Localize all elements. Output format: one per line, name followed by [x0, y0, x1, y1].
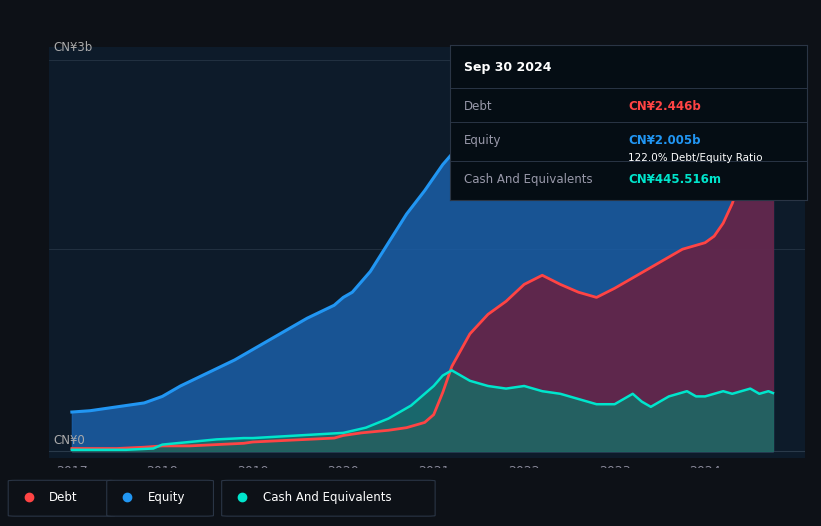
FancyBboxPatch shape	[107, 480, 213, 516]
FancyBboxPatch shape	[222, 480, 435, 516]
Text: CN¥0: CN¥0	[54, 434, 85, 447]
Text: CN¥2.005b: CN¥2.005b	[629, 135, 701, 147]
Text: Sep 30 2024: Sep 30 2024	[464, 62, 552, 75]
Text: CN¥2.446b: CN¥2.446b	[629, 100, 701, 113]
FancyBboxPatch shape	[8, 480, 115, 516]
Text: Cash And Equivalents: Cash And Equivalents	[263, 491, 392, 503]
Text: Cash And Equivalents: Cash And Equivalents	[464, 173, 593, 186]
Text: Equity: Equity	[148, 491, 186, 503]
Text: 122.0% Debt/Equity Ratio: 122.0% Debt/Equity Ratio	[629, 153, 763, 163]
Text: CN¥3b: CN¥3b	[54, 41, 93, 54]
Text: CN¥445.516m: CN¥445.516m	[629, 173, 722, 186]
Text: Equity: Equity	[464, 135, 502, 147]
Text: Debt: Debt	[49, 491, 78, 503]
Text: Debt: Debt	[464, 100, 493, 113]
